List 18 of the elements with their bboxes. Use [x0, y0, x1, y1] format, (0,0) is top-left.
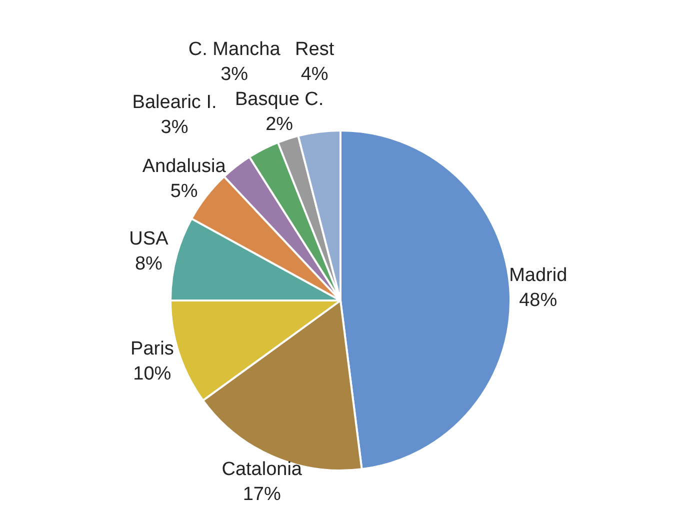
data-label: 2% [266, 114, 294, 136]
slice-label: C. Mancha [188, 39, 281, 60]
slice-label: Paris [130, 338, 174, 360]
data-label: 17% [242, 484, 281, 506]
data-label: 10% [133, 364, 172, 385]
slice-label: USA [129, 228, 169, 250]
slice-label: Andalusia [142, 156, 226, 178]
slice-label: Madrid [509, 265, 568, 286]
data-label: 3% [220, 64, 248, 86]
data-label: 4% [300, 64, 328, 85]
slice-label: Balearic I. [132, 92, 217, 113]
slice-label: Rest [295, 38, 335, 60]
data-label: 8% [134, 253, 163, 274]
slice-label: Basque C. [234, 89, 324, 110]
data-label: 5% [170, 181, 198, 202]
data-label: 48% [519, 290, 558, 312]
data-label: 3% [160, 116, 188, 138]
slice-label: Catalonia [222, 459, 302, 480]
